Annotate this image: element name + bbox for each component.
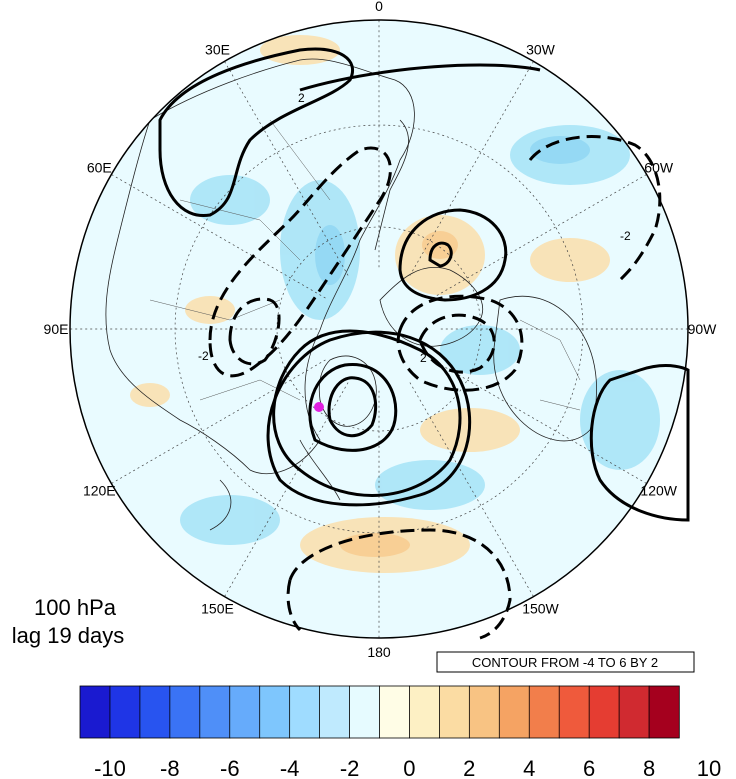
- colorbar-swatch: [109, 685, 141, 739]
- colorbar: [79, 685, 680, 739]
- contour-lines: [158, 47, 690, 522]
- contour-info-text: CONTOUR FROM -4 TO 6 BY 2: [472, 655, 658, 670]
- colorbar-tick-label: -6: [220, 756, 240, 779]
- colorbar-tick-label: 2: [463, 756, 475, 779]
- colorbar-swatch: [558, 685, 590, 739]
- contour-label-positive: 2: [298, 91, 305, 105]
- colorbar-tick-label: -4: [280, 756, 300, 779]
- longitude-label: 30W: [526, 41, 556, 57]
- contour-positive-north-inner: [428, 241, 453, 268]
- meridian-line: [111, 359, 326, 484]
- longitude-labels: 0 30W 60W 90W 120W 150W 180 150E 120E 90E 60E 30E: [44, 0, 718, 660]
- longitude-label: 30E: [205, 41, 230, 57]
- colorbar-tick-label: -10: [94, 756, 126, 779]
- contour-negative-south: [288, 528, 512, 640]
- graticule: [70, 20, 688, 638]
- longitude-label: 150W: [522, 601, 559, 617]
- longitude-label: 60E: [87, 160, 112, 176]
- contour-positive-west: [158, 47, 354, 218]
- colorbar-swatch: [409, 685, 441, 739]
- colorbar-swatch: [618, 685, 650, 739]
- longitude-label: 60W: [644, 160, 674, 176]
- colorbar-tick-label: -2: [340, 756, 360, 779]
- colorbar-swatch: [498, 685, 530, 739]
- location-marker: [314, 402, 324, 412]
- map-border: [69, 19, 689, 639]
- colorbar-swatch: [349, 685, 381, 739]
- longitude-label: 180: [367, 644, 391, 660]
- longitude-label: 90E: [44, 321, 69, 337]
- meridian-line: [224, 382, 349, 597]
- contour-positive-inner: [308, 362, 398, 452]
- longitude-label: 0: [375, 0, 383, 14]
- colorbar-tick-label: 10: [697, 756, 721, 779]
- longitude-label: 90W: [688, 321, 718, 337]
- colorbar-swatch: [229, 685, 261, 739]
- longitude-label: 150E: [201, 601, 234, 617]
- meridian-line: [409, 61, 534, 276]
- contour-negative-west: [208, 146, 392, 378]
- negative-anomaly-shading: [180, 125, 660, 545]
- contour-positive-north: [398, 208, 508, 302]
- contour-value-labels: 2 2 -2 -2: [198, 91, 631, 365]
- colorbar-swatch: [259, 685, 291, 739]
- contour-label-negative: -2: [198, 349, 209, 363]
- colorbar-swatch: [79, 685, 111, 739]
- colorbar-swatch: [588, 685, 620, 739]
- title-lag: lag 19 days: [12, 623, 125, 648]
- colorbar-tick-label: -8: [160, 756, 180, 779]
- colorbar-swatch: [169, 685, 201, 739]
- colorbar-swatch: [289, 685, 321, 739]
- contour-info-box: CONTOUR FROM -4 TO 6 BY 2: [436, 651, 695, 673]
- contour-negative-northeast: [528, 135, 662, 282]
- colorbar-swatch: [199, 685, 231, 739]
- contour-negative-central: [396, 294, 524, 392]
- contour-positive-top: [299, 63, 541, 92]
- contour-positive-center: [272, 329, 462, 497]
- colorbar-tick-label: 8: [643, 756, 655, 779]
- contour-label-positive: 2: [420, 351, 427, 365]
- colorbar-tick-labels: -10 -8 -6 -4 -2 0 2 4 6 8 10: [94, 756, 721, 779]
- longitude-label: 120W: [640, 483, 677, 499]
- meridian-line: [409, 382, 534, 597]
- contour-positive-outer: [266, 330, 472, 507]
- contour-negative-west-inner: [228, 297, 281, 366]
- contour-label-negative: -2: [620, 229, 631, 243]
- colorbar-swatch: [319, 685, 351, 739]
- colorbar-swatch: [648, 685, 680, 739]
- colorbar-tick-label: 4: [523, 756, 535, 779]
- colorbar-tick-label: 0: [403, 756, 415, 779]
- latitude-circle: [174, 124, 584, 534]
- longitude-label: 120E: [83, 483, 116, 499]
- meridian-line: [432, 359, 647, 484]
- colorbar-swatch: [139, 685, 171, 739]
- colorbar-tick-label: 6: [583, 756, 595, 779]
- meridian-line: [111, 174, 326, 299]
- contour-positive-core: [327, 376, 378, 438]
- meridian-line: [432, 174, 647, 299]
- colorbar-swatch: [438, 685, 471, 739]
- title-level: 100 hPa: [34, 595, 117, 620]
- meridian-line: [224, 61, 349, 276]
- colorbar-swatch: [528, 685, 560, 739]
- contour-positive-east: [589, 364, 690, 522]
- colorbar-swatch: [468, 685, 501, 739]
- colorbar-swatch: [379, 685, 411, 739]
- polar-map: 2 2 -2 -2: [69, 19, 690, 640]
